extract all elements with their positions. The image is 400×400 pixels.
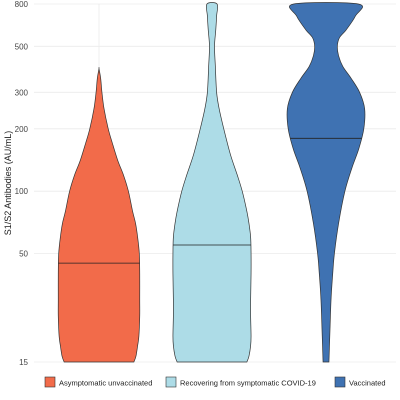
legend-label-vaccinated: Vaccinated [349, 379, 386, 388]
y-tick-label: 50 [19, 250, 28, 259]
violin-asymptomatic-unvaccinated [57, 67, 141, 363]
y-tick-label: 100 [15, 187, 29, 196]
violin-recovering-from-symptomatic-covid-19 [172, 2, 252, 363]
legend-label-asymptomatic-unvaccinated: Asymptomatic unvaccinated [59, 379, 152, 388]
y-axis-label: S1/S2 Antibodies (AU/mL) [3, 131, 13, 236]
y-tick-label: 500 [15, 42, 29, 51]
violin-vaccinated [286, 2, 366, 363]
y-tick-label: 800 [15, 0, 29, 9]
y-tick-label: 200 [15, 125, 29, 134]
legend-swatch-vaccinated [334, 376, 346, 388]
legend-swatch-asymptomatic-unvaccinated [44, 376, 56, 388]
y-tick-label: 300 [15, 88, 29, 97]
legend-label-recovering-from-symptomatic-covid-19: Recovering from symptomatic COVID-19 [180, 379, 316, 388]
y-tick-label: 15 [19, 358, 28, 367]
legend-swatch-recovering-from-symptomatic-covid-19 [165, 376, 177, 388]
